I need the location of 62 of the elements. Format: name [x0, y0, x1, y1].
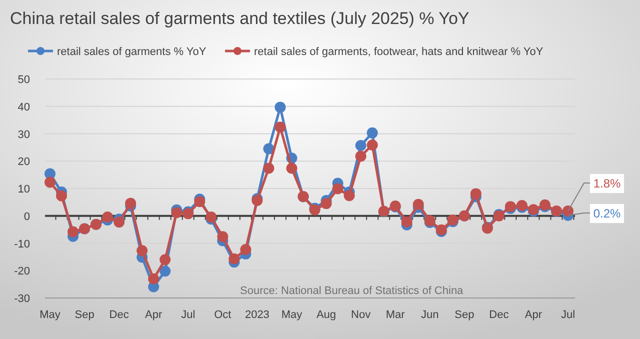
- point: [240, 244, 252, 256]
- x-tick-label: Apr: [524, 309, 542, 321]
- point: [470, 188, 482, 200]
- point: [263, 143, 274, 154]
- x-tick-label: May: [40, 309, 61, 321]
- point: [125, 198, 136, 209]
- point: [206, 211, 217, 222]
- legend-label: retail sales of garments, footwear, hats and knitwear % YoY: [254, 46, 544, 58]
- point: [228, 253, 240, 264]
- point: [355, 140, 366, 152]
- point: [171, 207, 182, 218]
- point: [102, 211, 114, 222]
- point: [148, 273, 160, 284]
- y-tick-label: 20: [18, 156, 30, 168]
- x-tick-label: Dec: [489, 309, 510, 321]
- y-tick-label: -20: [14, 266, 30, 278]
- legend-label: retail sales of garments % YoY: [57, 46, 207, 58]
- point: [412, 198, 424, 210]
- chart-title: China retail sales of garments and textiles (July 2025) % YoY: [10, 9, 470, 28]
- y-tick-label: 50: [18, 74, 30, 86]
- point: [136, 245, 148, 256]
- x-tick-label: Nov: [351, 309, 372, 321]
- point: [274, 102, 286, 113]
- x-tick-label: Oct: [214, 309, 232, 321]
- x-tick-label: Dec: [109, 309, 130, 321]
- x-tick-label: Aug: [316, 309, 336, 321]
- y-tick-label: 30: [18, 128, 30, 141]
- x-tick-label: 2023: [244, 309, 270, 321]
- point: [160, 266, 171, 277]
- point: [366, 139, 378, 150]
- point: [274, 122, 286, 133]
- point: [194, 196, 206, 208]
- point: [217, 231, 228, 242]
- annotation: Source: National Bureau of Statistics of China: [240, 285, 464, 297]
- point: [114, 216, 125, 228]
- y-tick-label: 40: [18, 101, 30, 114]
- data-label: 1.8%: [593, 176, 621, 190]
- x-tick-label: Apr: [145, 309, 162, 321]
- point: [320, 198, 332, 210]
- point: [56, 190, 68, 202]
- y-tick-label: -10: [14, 238, 30, 250]
- x-tick-label: Sep: [74, 309, 94, 321]
- point: [160, 254, 171, 266]
- point: [44, 176, 56, 188]
- point: [355, 150, 366, 162]
- y-tick-label: 10: [18, 184, 30, 196]
- point: [68, 226, 79, 238]
- y-tick-label: -30: [14, 293, 30, 305]
- x-tick-label: Jun: [420, 309, 439, 321]
- x-tick-label: Sep: [454, 309, 474, 321]
- data-label: 0.2%: [593, 206, 621, 220]
- x-tick-label: May: [281, 309, 303, 321]
- point: [263, 162, 274, 174]
- x-tick-label: Jul: [181, 309, 196, 321]
- point: [401, 216, 412, 228]
- y-tick-label: 0: [24, 210, 30, 223]
- point: [344, 190, 355, 202]
- x-tick-label: Jul: [560, 309, 576, 321]
- point: [286, 162, 298, 174]
- point: [332, 183, 344, 194]
- point: [366, 127, 378, 138]
- x-tick-label: Mar: [386, 309, 406, 321]
